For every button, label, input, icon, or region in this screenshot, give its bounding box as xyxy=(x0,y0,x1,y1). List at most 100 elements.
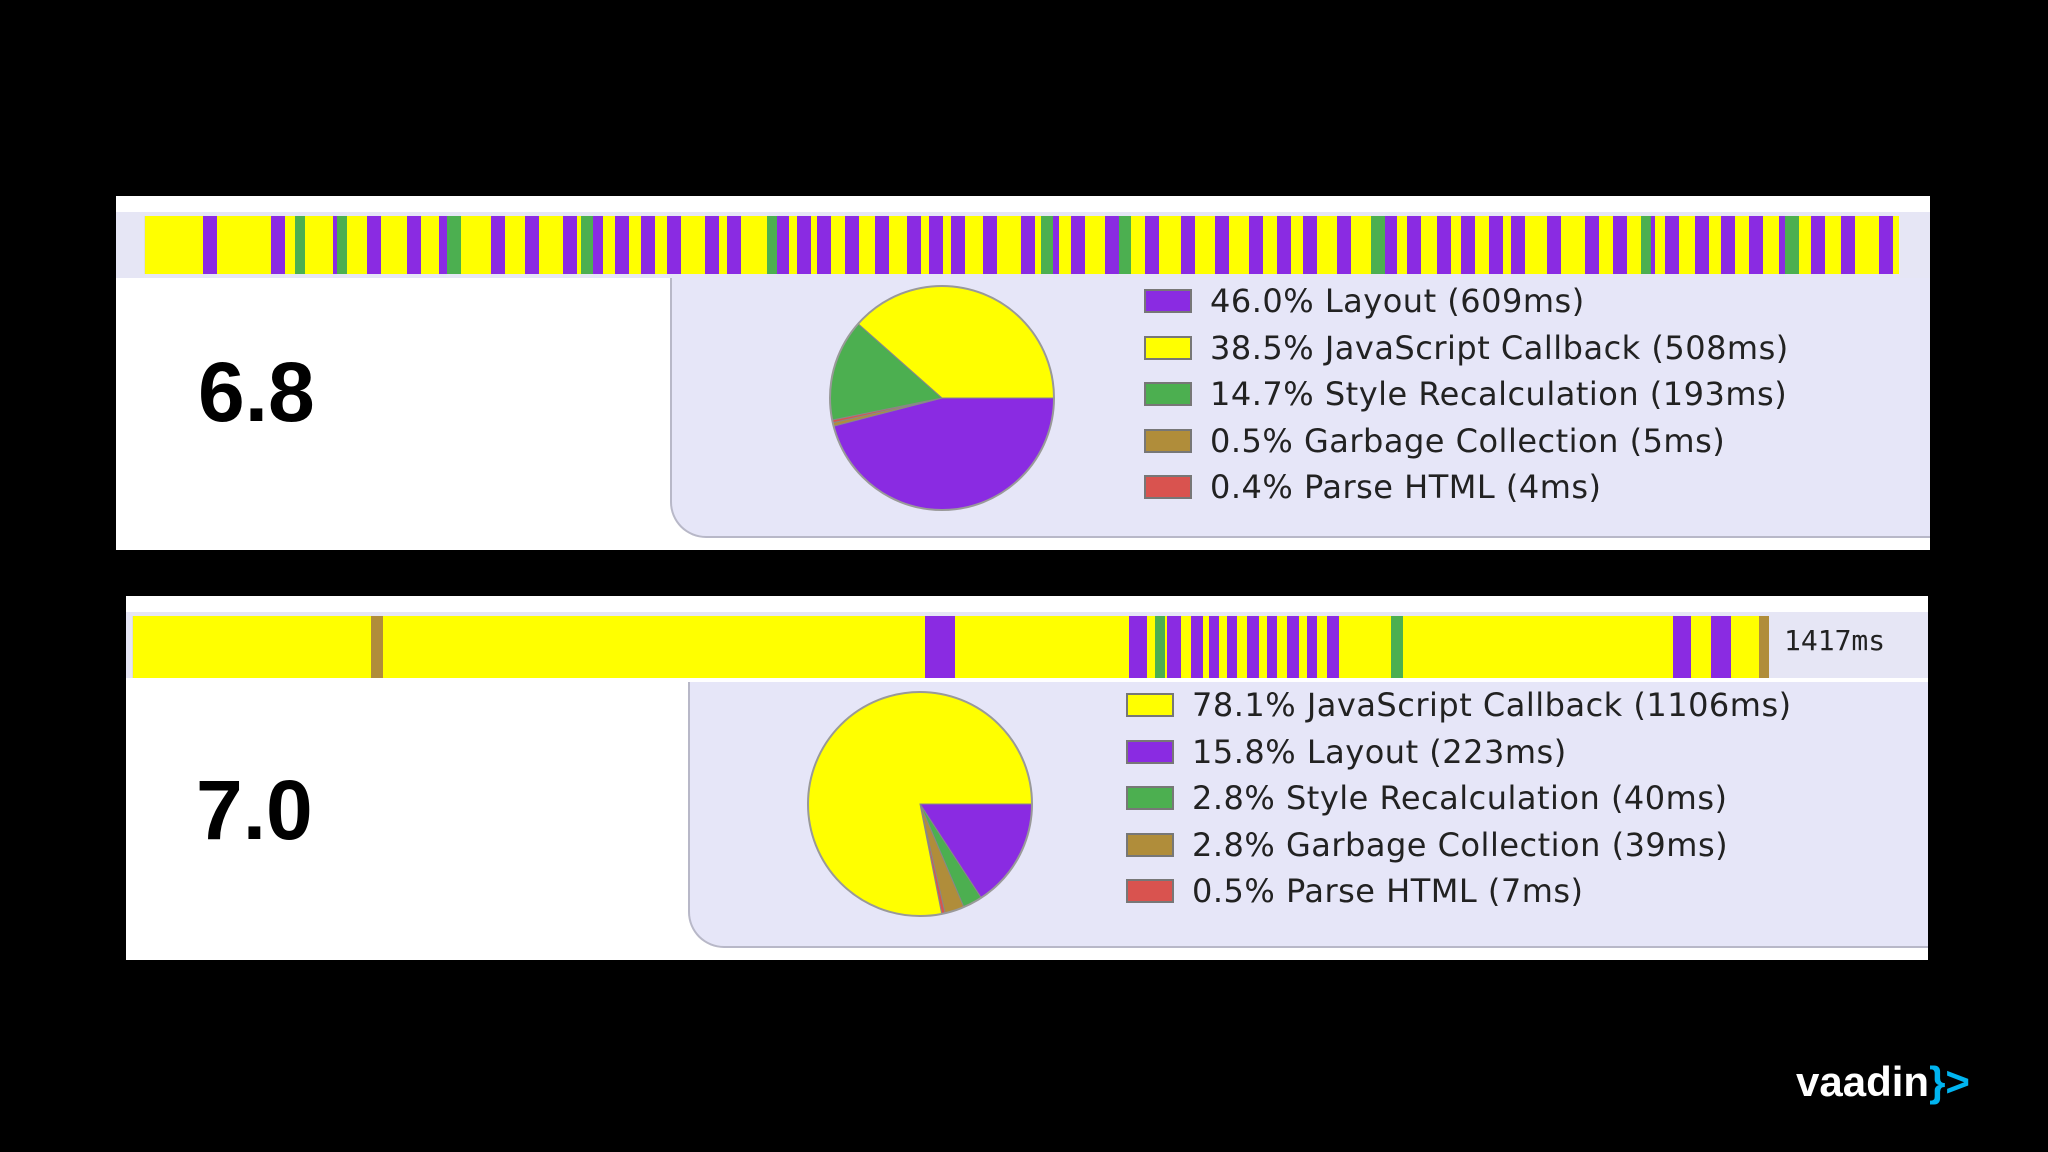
timeline-event xyxy=(1811,216,1825,274)
legend-item: 15.8% Layout (223ms) xyxy=(1126,729,1792,776)
vaadin-logo: vaadin}> xyxy=(1796,1058,1970,1106)
version-label: 6.8 xyxy=(198,345,315,439)
timeline-event xyxy=(951,216,965,274)
timeline-event xyxy=(1071,216,1085,274)
legend: 78.1% JavaScript Callback (1106ms) 15.8% … xyxy=(1126,682,1792,915)
timeline-event xyxy=(1337,216,1351,274)
legend-item: 2.8% Garbage Collection (39ms) xyxy=(1126,822,1792,869)
timeline-event xyxy=(1391,616,1403,678)
timeline-event xyxy=(1215,216,1229,274)
timeline-event xyxy=(525,216,539,274)
timeline-event xyxy=(491,216,505,274)
legend-item: 38.5% JavaScript Callback (508ms) xyxy=(1144,325,1789,372)
legend-swatch xyxy=(1144,289,1192,314)
logo-mark: }> xyxy=(1929,1058,1970,1105)
legend-label: 0.5% Garbage Collection (5ms) xyxy=(1210,421,1726,460)
timeline-event xyxy=(1021,216,1035,274)
version-label: 7.0 xyxy=(196,763,313,857)
timeline-event xyxy=(407,216,421,274)
legend: 46.0% Layout (609ms) 38.5% JavaScript Cal… xyxy=(1144,278,1789,511)
timeline-event xyxy=(563,216,577,274)
timeline-event xyxy=(1665,216,1679,274)
timeline-event xyxy=(1105,216,1119,274)
timeline-bar xyxy=(144,216,1899,274)
legend-item: 78.1% JavaScript Callback (1106ms) xyxy=(1126,682,1792,729)
timeline-event xyxy=(727,216,741,274)
timeline-event xyxy=(447,216,461,274)
legend-item: 2.8% Style Recalculation (40ms) xyxy=(1126,775,1792,822)
timeline-event xyxy=(1307,616,1317,678)
timeline-event xyxy=(1585,216,1599,274)
legend-label: 46.0% Layout (609ms) xyxy=(1210,282,1585,321)
timeline-event xyxy=(1841,216,1855,274)
legend-label: 15.8% Layout (223ms) xyxy=(1192,732,1567,771)
timeline-event xyxy=(667,216,681,274)
timeline-event xyxy=(1613,216,1627,274)
timeline-event xyxy=(203,216,217,274)
legend-label: 0.5% Parse HTML (7ms) xyxy=(1192,872,1584,911)
timeline-bar xyxy=(132,616,1769,678)
timeline-header xyxy=(116,196,1930,212)
timeline-header xyxy=(126,596,1928,612)
timeline-event xyxy=(875,216,889,274)
timeline-event xyxy=(817,216,831,274)
timeline-event xyxy=(1167,616,1181,678)
legend-swatch xyxy=(1126,786,1174,811)
legend-swatch xyxy=(1126,693,1174,718)
timeline-event xyxy=(1711,616,1731,678)
timeline-event xyxy=(767,216,777,274)
legend-swatch xyxy=(1126,739,1174,764)
legend-item: 14.7% Style Recalculation (193ms) xyxy=(1144,371,1789,418)
legend-swatch xyxy=(1144,428,1192,453)
timeline-event xyxy=(1129,616,1147,678)
timeline-event xyxy=(295,216,305,274)
timeline-event xyxy=(1227,616,1237,678)
legend-label: 38.5% JavaScript Callback (508ms) xyxy=(1210,328,1789,367)
timeline-event xyxy=(1303,216,1317,274)
total-duration: 1417ms xyxy=(1784,624,1886,657)
timeline-event xyxy=(641,216,655,274)
timeline-event xyxy=(1155,616,1165,678)
timeline-event xyxy=(337,216,347,274)
timeline-event xyxy=(1327,616,1339,678)
timeline-event xyxy=(1407,216,1421,274)
timeline-event xyxy=(1371,216,1385,274)
timeline-event xyxy=(1041,216,1053,274)
legend-swatch xyxy=(1144,335,1192,360)
timeline-event xyxy=(1267,616,1277,678)
timeline-event xyxy=(1695,216,1709,274)
pie-outline xyxy=(829,285,1055,511)
legend-swatch xyxy=(1144,382,1192,407)
timeline-event xyxy=(1785,216,1799,274)
timeline-event xyxy=(845,216,859,274)
legend-label: 2.8% Style Recalculation (40ms) xyxy=(1192,779,1728,818)
timeline-event xyxy=(925,616,955,678)
legend-label: 0.4% Parse HTML (4ms) xyxy=(1210,468,1602,507)
pie-chart-7-0 xyxy=(807,691,1033,917)
timeline-event xyxy=(1181,216,1195,274)
pie-chart-6-8 xyxy=(829,285,1055,511)
legend-label: 14.7% Style Recalculation (193ms) xyxy=(1210,375,1788,414)
timeline-event xyxy=(1119,216,1131,274)
logo-text: vaadin xyxy=(1796,1058,1930,1105)
timeline-event xyxy=(581,216,593,274)
timeline-event xyxy=(1461,216,1475,274)
timeline-event xyxy=(1547,216,1561,274)
timeline-event xyxy=(705,216,719,274)
timeline-event xyxy=(1247,616,1259,678)
timeline-event xyxy=(1641,216,1651,274)
timeline-event xyxy=(1145,216,1159,274)
legend-swatch xyxy=(1126,879,1174,904)
timeline-event xyxy=(367,216,381,274)
timeline-event xyxy=(1879,216,1893,274)
timeline-event xyxy=(371,616,383,678)
timeline-event xyxy=(1511,216,1525,274)
timeline-event xyxy=(775,216,789,274)
legend-label: 78.1% JavaScript Callback (1106ms) xyxy=(1192,686,1792,725)
timeline-event xyxy=(1249,216,1263,274)
timeline-event xyxy=(1437,216,1451,274)
timeline-event xyxy=(1673,616,1691,678)
legend-swatch xyxy=(1144,475,1192,500)
legend-swatch xyxy=(1126,832,1174,857)
timeline-event xyxy=(1721,216,1735,274)
